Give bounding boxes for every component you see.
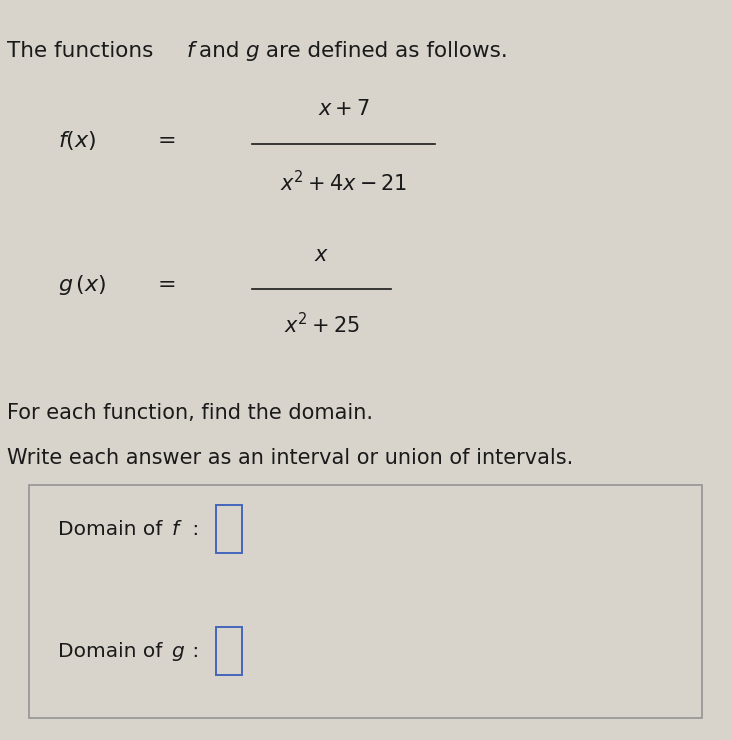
Text: $x^2+4x-21$: $x^2+4x-21$	[280, 170, 407, 195]
FancyBboxPatch shape	[29, 485, 702, 718]
Text: g: g	[246, 41, 260, 61]
Text: f: f	[172, 519, 179, 539]
FancyBboxPatch shape	[216, 505, 242, 554]
Text: =: =	[157, 130, 175, 151]
Text: The functions: The functions	[7, 41, 161, 61]
Text: $x+7$: $x+7$	[317, 98, 370, 119]
Text: For each function, find the domain.: For each function, find the domain.	[7, 403, 374, 423]
Text: :: :	[186, 519, 199, 539]
Text: $x^2+25$: $x^2+25$	[284, 312, 360, 337]
Text: =: =	[157, 275, 175, 295]
FancyBboxPatch shape	[216, 628, 242, 675]
Text: are defined as follows.: are defined as follows.	[259, 41, 507, 61]
Text: Domain of: Domain of	[58, 519, 170, 539]
Text: $g\,(x)$: $g\,(x)$	[58, 273, 107, 297]
Text: Write each answer as an interval or union of intervals.: Write each answer as an interval or unio…	[7, 448, 574, 468]
Text: g: g	[172, 642, 184, 661]
Text: and: and	[199, 41, 246, 61]
Text: $x$: $x$	[314, 245, 329, 266]
Text: :: :	[186, 642, 199, 661]
Text: f: f	[186, 41, 194, 61]
Text: Domain of: Domain of	[58, 642, 170, 661]
Text: $f(x)$: $f(x)$	[58, 129, 97, 152]
